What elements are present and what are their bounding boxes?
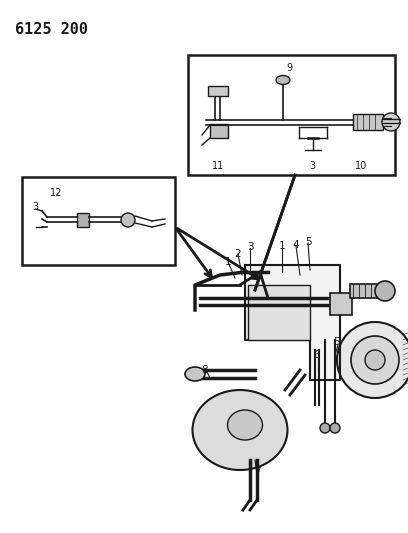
- Polygon shape: [245, 265, 340, 380]
- Text: 1: 1: [225, 257, 231, 267]
- Ellipse shape: [185, 367, 205, 381]
- Text: 1: 1: [279, 241, 285, 251]
- Ellipse shape: [228, 410, 262, 440]
- Ellipse shape: [193, 390, 288, 470]
- Bar: [350, 284, 385, 298]
- Ellipse shape: [276, 76, 290, 85]
- Bar: [22, 177, 175, 265]
- Bar: [210, 124, 228, 138]
- Circle shape: [337, 322, 408, 398]
- Text: 3: 3: [309, 161, 315, 171]
- Bar: [77, 213, 89, 227]
- Text: 4: 4: [293, 240, 299, 250]
- Bar: [248, 285, 310, 340]
- Text: 7: 7: [254, 467, 260, 477]
- Text: 6: 6: [314, 350, 320, 360]
- Circle shape: [121, 213, 135, 227]
- Text: 10: 10: [355, 161, 367, 171]
- Text: 3: 3: [32, 203, 38, 213]
- Bar: [330, 293, 352, 315]
- Text: 5: 5: [334, 337, 340, 347]
- Bar: [353, 114, 383, 130]
- Text: 3: 3: [247, 242, 253, 252]
- Text: 9: 9: [286, 63, 292, 73]
- Bar: [208, 86, 228, 96]
- Text: 2: 2: [235, 249, 241, 259]
- Circle shape: [375, 281, 395, 301]
- Text: 5: 5: [305, 237, 311, 247]
- Text: 11: 11: [212, 161, 224, 171]
- Circle shape: [382, 113, 400, 131]
- Text: 8: 8: [202, 365, 208, 375]
- Bar: [188, 55, 395, 175]
- Circle shape: [330, 423, 340, 433]
- Circle shape: [365, 350, 385, 370]
- Circle shape: [320, 423, 330, 433]
- Circle shape: [351, 336, 399, 384]
- Text: 6125 200: 6125 200: [15, 22, 88, 37]
- Text: 12: 12: [50, 188, 62, 198]
